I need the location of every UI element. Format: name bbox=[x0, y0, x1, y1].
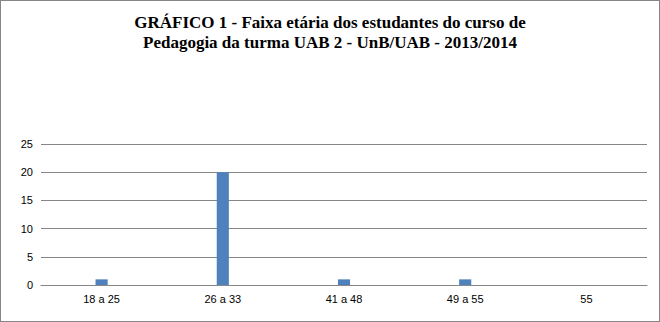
svg-text:Pedagogia da turma UAB 2 - UnB: Pedagogia da turma UAB 2 - UnB/UAB - 201… bbox=[143, 33, 518, 52]
svg-text:5: 5 bbox=[27, 251, 33, 263]
svg-text:25: 25 bbox=[21, 138, 33, 150]
svg-text:10: 10 bbox=[21, 223, 33, 235]
svg-text:49 a 55: 49 a 55 bbox=[447, 293, 484, 305]
svg-text:18 a 25: 18 a 25 bbox=[83, 293, 120, 305]
svg-text:26 a 33: 26 a 33 bbox=[204, 293, 241, 305]
svg-text:41 a 48: 41 a 48 bbox=[326, 293, 363, 305]
svg-text:20: 20 bbox=[21, 166, 33, 178]
svg-text:15: 15 bbox=[21, 194, 33, 206]
svg-text:GRÁFICO 1 - Faixa etária dos e: GRÁFICO 1 - Faixa etária dos estudantes … bbox=[134, 13, 526, 32]
svg-text:0: 0 bbox=[27, 279, 33, 291]
svg-text:55: 55 bbox=[580, 293, 592, 305]
